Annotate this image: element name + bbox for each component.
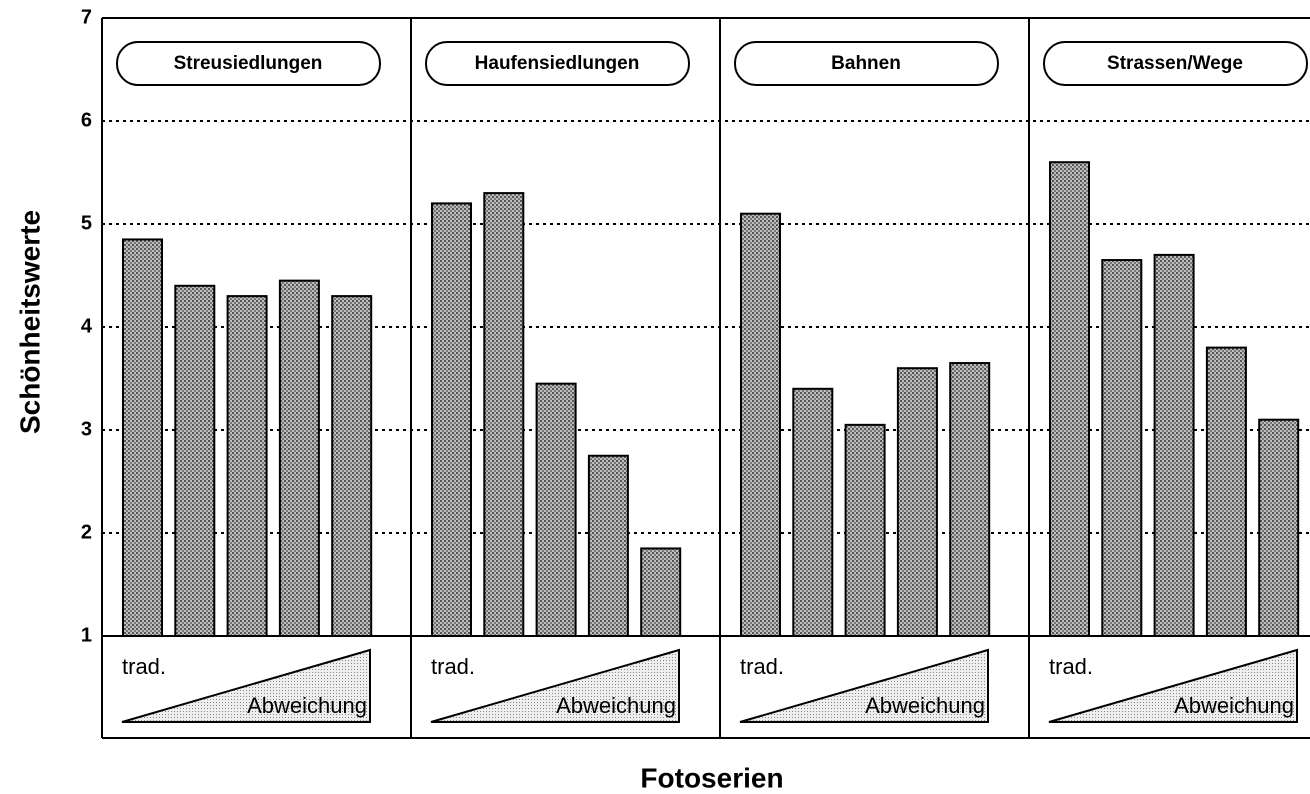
scale-end-label: Abweichung (1174, 693, 1294, 718)
bar (792, 387, 834, 637)
panel-title: Streusiedlungen (174, 53, 323, 74)
bar (844, 423, 886, 637)
scale-start-label: trad. (431, 654, 475, 679)
bar (535, 382, 577, 637)
deviation-wedge (1048, 648, 1298, 723)
scale-start-label: trad. (1049, 654, 1093, 679)
y-tick-label: 2 (81, 521, 92, 543)
scale-end-label: Abweichung (865, 693, 985, 718)
deviation-wedge (739, 648, 989, 723)
scale-start-label: trad. (740, 654, 784, 679)
panel-title-box (425, 41, 690, 86)
bar (896, 367, 938, 637)
y-tick-label: 4 (81, 315, 93, 337)
bar (587, 454, 629, 637)
bar (174, 284, 216, 637)
panel-title: Haufensiedlungen (475, 53, 640, 74)
panel-title: Strassen/Wege (1107, 53, 1243, 74)
bar (1049, 161, 1090, 637)
y-tick-label: 7 (81, 6, 92, 28)
deviation-wedge (430, 648, 680, 723)
bar (640, 547, 682, 638)
scale-start-label: trad. (122, 654, 166, 679)
panel-title-box (116, 41, 381, 86)
scale-end-label: Abweichung (556, 693, 676, 718)
bar (483, 192, 525, 637)
deviation-wedge (121, 648, 371, 723)
panel-title-box (734, 41, 999, 86)
panel-title-box (1043, 41, 1308, 86)
y-tick-label: 3 (81, 418, 92, 440)
bar (331, 295, 373, 637)
bar (122, 238, 163, 637)
x-axis-label: Fotoserien (640, 762, 783, 793)
y-axis-label: Schönheitswerte (14, 210, 45, 434)
y-tick-label: 6 (81, 109, 92, 131)
bar (740, 212, 781, 637)
bar (278, 279, 320, 637)
bar (1258, 418, 1300, 638)
bar (1153, 253, 1195, 637)
y-tick-label: 5 (81, 212, 92, 234)
panel-title: Bahnen (831, 53, 901, 74)
scale-end-label: Abweichung (247, 693, 367, 718)
bar (431, 202, 472, 637)
bar (1205, 346, 1247, 637)
bar (949, 362, 991, 637)
bar (1101, 259, 1143, 637)
bar (226, 295, 268, 637)
y-tick-label: 1 (81, 624, 92, 646)
